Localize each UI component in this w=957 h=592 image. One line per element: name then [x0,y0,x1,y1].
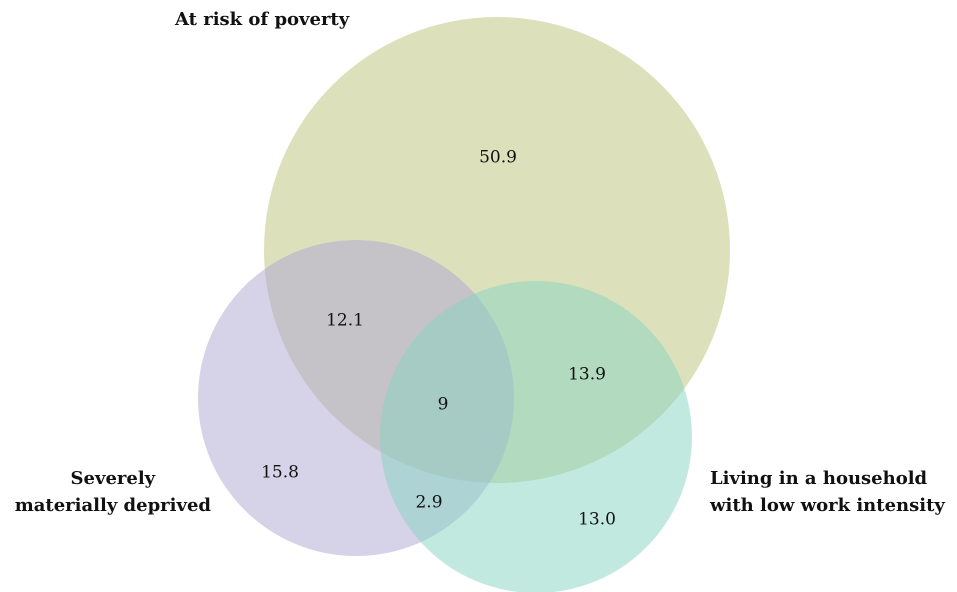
region-value: 12.1 [326,311,364,331]
region-value: 2.9 [415,493,442,513]
region-value: 9 [438,395,449,415]
region-value: 13.0 [578,510,616,530]
set-label: Severely materially deprived [14,468,211,516]
set-circle [380,281,692,592]
set-label: Living in a household with low work inte… [710,468,945,516]
set-label: At risk of poverty [175,9,350,30]
region-value: 15.8 [261,463,299,483]
region-value: 50.9 [479,148,517,168]
region-value: 13.9 [568,365,606,385]
